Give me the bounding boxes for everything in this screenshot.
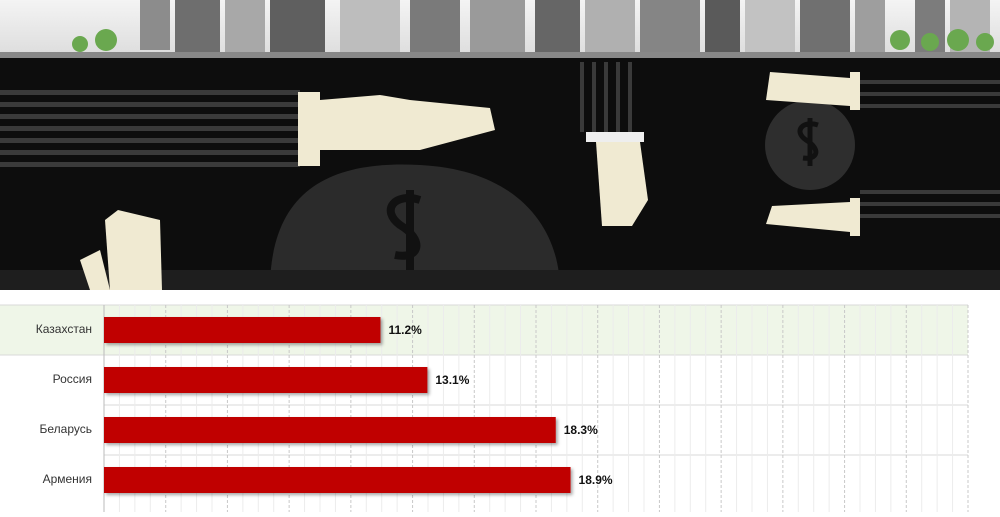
category-label: Армения [43, 472, 92, 486]
bar [104, 467, 571, 493]
value-label: 18.3% [564, 423, 598, 437]
value-label: 18.9% [579, 473, 613, 487]
bar [104, 317, 381, 343]
bar [104, 417, 556, 443]
illustration [0, 0, 1000, 290]
category-label: Беларусь [40, 422, 92, 436]
value-label: 13.1% [435, 373, 469, 387]
value-label: 11.2% [388, 323, 422, 337]
bar [104, 367, 428, 393]
category-label: Казахстан [36, 322, 92, 336]
bars: Казахстан 11.2% Россия 13.1% Беларусь 18.3% Ар… [36, 317, 613, 493]
category-label: Россия [53, 372, 92, 386]
